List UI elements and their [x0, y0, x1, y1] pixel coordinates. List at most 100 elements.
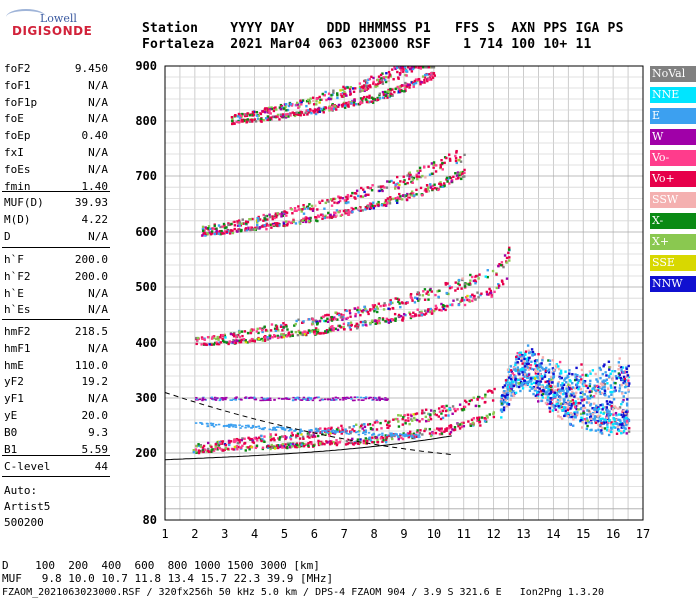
echo-point [381, 96, 385, 99]
echo-point [583, 406, 587, 410]
echo-point [322, 106, 326, 109]
echo-point [486, 275, 489, 279]
echo-point [501, 398, 505, 401]
echo-point [621, 400, 624, 404]
echo-point [623, 371, 626, 374]
echo-point [625, 375, 629, 379]
echo-point [305, 217, 308, 220]
echo-point [424, 419, 428, 423]
echo-point [298, 437, 302, 440]
echo-point [468, 300, 472, 303]
echo-point [331, 429, 335, 431]
echo-point [624, 412, 627, 415]
echo-point [547, 359, 550, 362]
echo-point [483, 401, 487, 404]
echo-point [222, 222, 226, 226]
echo-point [273, 107, 276, 110]
echo-point [426, 308, 430, 311]
echo-point [254, 120, 258, 123]
echo-point [372, 76, 375, 80]
echo-point [282, 334, 285, 337]
echo-point [229, 440, 233, 443]
echo-point [241, 222, 245, 225]
echo-point [572, 392, 575, 395]
echo-point [355, 322, 359, 326]
echo-point [430, 290, 433, 293]
echo-point [241, 120, 244, 123]
echo-point [546, 396, 550, 399]
echo-point [551, 397, 554, 400]
echo-point [418, 297, 421, 301]
echo-point [258, 427, 261, 430]
echo-point [360, 424, 363, 428]
param-label: h`F [4, 253, 24, 266]
echo-point [259, 119, 263, 123]
echo-point [460, 425, 463, 429]
echo-point [422, 66, 425, 69]
echo-point [239, 446, 242, 449]
echo-point [341, 91, 345, 95]
echo-point [235, 335, 238, 338]
echo-point [509, 365, 513, 368]
echo-point [454, 172, 457, 175]
echo-point [423, 313, 426, 316]
echo-point [463, 171, 466, 175]
echo-point [579, 401, 582, 405]
echo-point [363, 190, 366, 194]
echo-point [272, 109, 276, 113]
echo-point [487, 293, 490, 296]
echo-point [354, 325, 357, 328]
echo-point [275, 215, 278, 219]
echo-point [345, 209, 348, 212]
echo-point [266, 397, 269, 400]
echo-point [228, 340, 231, 343]
plot-axes: 1 2 3 4 5 6 7 8 9 10 11 12 13 14 15 16 17802003004005006… [135, 59, 650, 541]
echo-point [369, 439, 373, 442]
echo-point [320, 316, 323, 320]
echo-point [237, 112, 241, 116]
echo-point [411, 67, 415, 71]
echo-point [456, 177, 460, 180]
echo-point [608, 410, 611, 413]
echo-point [289, 438, 293, 441]
echo-point [326, 317, 329, 320]
echo-point [306, 399, 309, 401]
echo-point [403, 84, 406, 87]
echo-point [426, 79, 429, 83]
echo-point [410, 414, 413, 418]
echo-point [612, 426, 615, 429]
echo-point [594, 392, 598, 395]
echo-point [340, 103, 344, 107]
echo-point [282, 322, 285, 325]
echo-point [232, 333, 235, 336]
auto-artist: Artist5 [4, 500, 51, 513]
echo-point [227, 425, 231, 427]
echo-point [355, 189, 359, 192]
echo-point [580, 368, 584, 372]
echo-point [279, 108, 283, 111]
echo-point [444, 409, 448, 413]
echo-point [267, 398, 271, 401]
echo-point [282, 445, 286, 448]
echo-point [580, 406, 583, 410]
echo-point [313, 109, 317, 113]
echo-point [451, 303, 454, 307]
echo-point [237, 445, 240, 449]
echo-point [562, 406, 566, 409]
echo-point [578, 385, 581, 389]
legend-item: SSE [650, 255, 696, 271]
echo-point [271, 446, 274, 449]
echo-point [437, 295, 440, 299]
echo-point [587, 409, 591, 413]
echo-point [478, 404, 481, 408]
echo-point [557, 380, 561, 384]
param-label: foF1 [4, 78, 31, 92]
echo-point [514, 368, 517, 372]
echo-point [607, 414, 610, 417]
echo-point [561, 387, 564, 390]
echo-point [407, 83, 410, 87]
echo-point [364, 396, 368, 398]
echo-point [411, 299, 414, 302]
echo-point [512, 384, 515, 388]
echo-point [331, 431, 334, 435]
